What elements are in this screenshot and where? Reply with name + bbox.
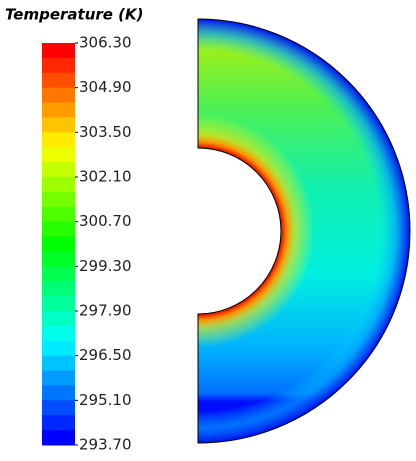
colorbar: 306.30 304.90 303.50 302.10 300.70 299.30 297.… (42, 34, 132, 454)
z-tick-label: 300.70 (79, 212, 132, 230)
colorbar-band (42, 221, 75, 238)
colorbar-band (42, 400, 75, 416)
z-tick-label: 304.90 (79, 78, 132, 96)
z-tick-label: 306.30 (79, 34, 132, 52)
colorbar-band (42, 72, 75, 89)
z-tick-label: 302.10 (79, 168, 132, 186)
colorbar-band (42, 311, 75, 327)
colorbar-band (42, 191, 75, 208)
colorbar-band (42, 355, 75, 372)
colorbar-band (42, 43, 75, 59)
colorbar-band (42, 281, 75, 297)
colorbar-band (42, 117, 75, 133)
colorbar-band (42, 430, 75, 446)
colorbar-band (42, 132, 75, 148)
colorbar-band (42, 266, 75, 282)
z-tick-label: 303.50 (79, 123, 132, 141)
z-tick-label: 297.90 (79, 302, 132, 320)
domain-outline (197, 18, 411, 444)
colorbar-band (42, 370, 75, 386)
colorbar-band (42, 87, 75, 104)
contour-field (198, 19, 410, 443)
chart-title: Temperature (K) (5, 6, 144, 24)
colorbar-band (42, 340, 75, 357)
colorbar-band (42, 177, 75, 193)
colorbar-band (42, 147, 75, 163)
colorbar-band (42, 385, 75, 401)
z-tick-label: 296.50 (79, 346, 132, 364)
colorbar-band (42, 296, 75, 312)
colorbar-band (42, 251, 75, 267)
z-tick-label: 299.30 (79, 257, 132, 275)
colorbar-band (42, 236, 75, 252)
colorbar-band (42, 102, 75, 118)
colorbar-band (42, 206, 75, 223)
colorbar-band (42, 415, 75, 431)
z-tick-label: 295.10 (79, 391, 132, 409)
colorbar-band (42, 57, 75, 74)
colorbar-band (42, 162, 75, 178)
colorbar-band (42, 325, 75, 342)
z-tick-label: 293.70 (79, 436, 132, 454)
